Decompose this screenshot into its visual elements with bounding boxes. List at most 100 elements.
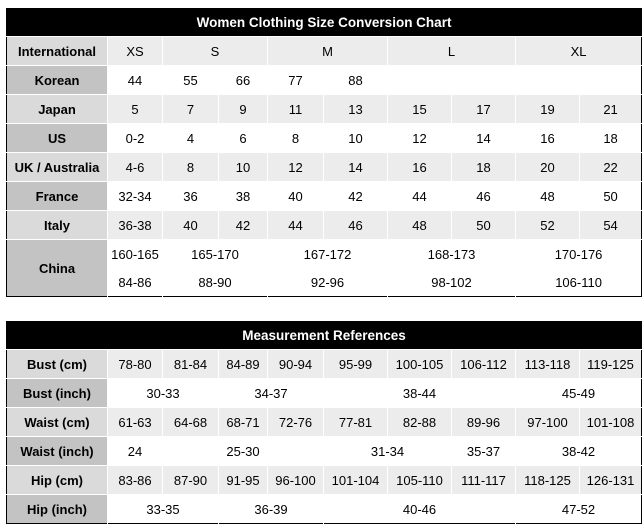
table-row-international: International XS S M L XL [6, 36, 642, 66]
table-cell: 36 [162, 181, 219, 211]
row-label: US [6, 123, 108, 153]
table-cell: 38 [218, 181, 268, 211]
table-cell: 111-117 [451, 465, 516, 495]
table-cell: 36-39 [218, 494, 324, 524]
table-cell: 31-34 [323, 436, 452, 466]
table-cell: 20 [515, 152, 580, 182]
table-cell: 10 [323, 123, 388, 153]
table-cell: 106-112 [451, 349, 516, 379]
table-cell: 113-118 [515, 349, 580, 379]
table-row-uk-australia: UK / Australia 4-6 8 10 12 14 16 18 20 22 [6, 152, 642, 182]
table-cell: 105-110 [387, 465, 452, 495]
table-cell: 160-165 [107, 239, 163, 268]
table-cell: 87-90 [162, 465, 219, 495]
table-cell: 30-33 [107, 378, 219, 408]
table-cell: 77 [267, 65, 324, 95]
table-cell [578, 65, 642, 95]
table-cell: 167-172 [267, 239, 388, 268]
table-cell: 78-80 [107, 349, 163, 379]
table-cell: 101-108 [578, 407, 642, 437]
table-row-us: US 0-2 4 6 8 10 12 14 16 18 [6, 123, 642, 153]
row-label: Bust (inch) [6, 378, 108, 408]
table-cell: 97-100 [515, 407, 580, 437]
table-cell: 42 [218, 210, 268, 240]
table-cell: 66 [218, 65, 268, 95]
size-chart-title: Women Clothing Size Conversion Chart [6, 8, 642, 37]
row-label: Japan [6, 94, 108, 124]
table-row-bust-inch: Bust (inch) 30-33 34-37 38-44 45-49 [6, 378, 642, 408]
row-label: Waist (inch) [6, 436, 108, 466]
table-cell: 48 [515, 181, 580, 211]
table-row-china: China 160-165 165-170 167-172 168-173 170-176 [6, 239, 642, 297]
table-cell: 168-173 [387, 239, 516, 268]
table-cell: 21 [578, 94, 642, 124]
table-cell: XL [514, 36, 642, 66]
table-cell: 33-35 [107, 494, 219, 524]
table-cell: 38-42 [514, 436, 642, 466]
table-cell: 18 [451, 152, 516, 182]
table-cell: 81-84 [162, 349, 219, 379]
table-cell: XS [107, 36, 163, 66]
table-row-bust-cm: Bust (cm) 78-80 81-84 84-89 90-94 95-99 100-10… [6, 349, 642, 379]
table-cell: 46 [323, 210, 388, 240]
table-cell: 100-105 [387, 349, 452, 379]
table-cell: 44 [107, 65, 163, 95]
table-cell: 96-100 [267, 465, 324, 495]
table-cell: 92-96 [267, 268, 388, 297]
table-cell [515, 65, 580, 95]
table-cell: 55 [162, 65, 219, 95]
table-cell: 52 [515, 210, 580, 240]
table-cell: 42 [323, 181, 388, 211]
table-cell: 9 [218, 94, 268, 124]
row-label: Waist (cm) [6, 407, 108, 437]
table-cell: 50 [578, 181, 642, 211]
table-cell: 18 [578, 123, 642, 153]
table-cell: 19 [515, 94, 580, 124]
table-cell: 17 [451, 94, 516, 124]
table-row-japan: Japan 5 7 9 11 13 15 17 19 21 [6, 94, 642, 124]
table-cell: 119-125 [578, 349, 642, 379]
table-row-china-2: 84-86 88-90 92-96 98-102 106-110 [7, 268, 642, 297]
table-cell: 40 [267, 181, 324, 211]
row-label: China [6, 239, 108, 297]
table-cell: 106-110 [514, 268, 642, 297]
table-cell: 82-88 [387, 407, 452, 437]
table-cell: 5 [107, 94, 163, 124]
table-cell: 36-38 [107, 210, 163, 240]
table-cell: 38-44 [323, 378, 516, 408]
table-cell: 90-94 [267, 349, 324, 379]
table-cell: 40 [162, 210, 219, 240]
table-cell: 46 [451, 181, 516, 211]
table-row-hip-cm: Hip (cm) 83-86 87-90 91-95 96-100 101-104 105-… [6, 465, 642, 495]
table-row-waist-inch: Waist (inch) 24 25-30 31-34 35-37 38-42 [6, 436, 642, 466]
table-cell: 98-102 [387, 268, 516, 297]
row-label: Bust (cm) [6, 349, 108, 379]
table-cell: 88 [323, 65, 388, 95]
row-label: Hip (inch) [6, 494, 108, 524]
table-cell: 32-34 [107, 181, 163, 211]
table-cell: 10 [218, 152, 268, 182]
table-cell: 4-6 [107, 152, 163, 182]
table-cell: 54 [578, 210, 642, 240]
table-cell: 72-76 [267, 407, 324, 437]
table-cell: 6 [218, 123, 268, 153]
size-conversion-table: Women Clothing Size Conversion Chart Int… [6, 8, 643, 297]
table-cell: 48 [387, 210, 452, 240]
table-cell: 14 [451, 123, 516, 153]
table-cell: 126-131 [578, 465, 642, 495]
table-cell: 25-30 [162, 436, 324, 466]
table-cell [451, 65, 516, 95]
table-row-italy: Italy 36-38 40 42 44 46 48 50 52 54 [6, 210, 642, 240]
table-cell: S [162, 36, 268, 66]
table-cell: 0-2 [107, 123, 163, 153]
table-cell: 12 [387, 123, 452, 153]
table-cell: 50 [451, 210, 516, 240]
table-cell: 91-95 [218, 465, 268, 495]
row-label: Hip (cm) [6, 465, 108, 495]
table-cell: 16 [515, 123, 580, 153]
table-row-waist-cm: Waist (cm) 61-63 64-68 68-71 72-76 77-81 82-88… [6, 407, 642, 437]
measurement-references-table: Measurement References Bust (cm) 78-80 81-… [6, 321, 643, 524]
table-cell: 118-125 [515, 465, 580, 495]
table-cell: 11 [267, 94, 324, 124]
table-row-korean: Korean 44 55 66 77 88 [6, 65, 642, 95]
